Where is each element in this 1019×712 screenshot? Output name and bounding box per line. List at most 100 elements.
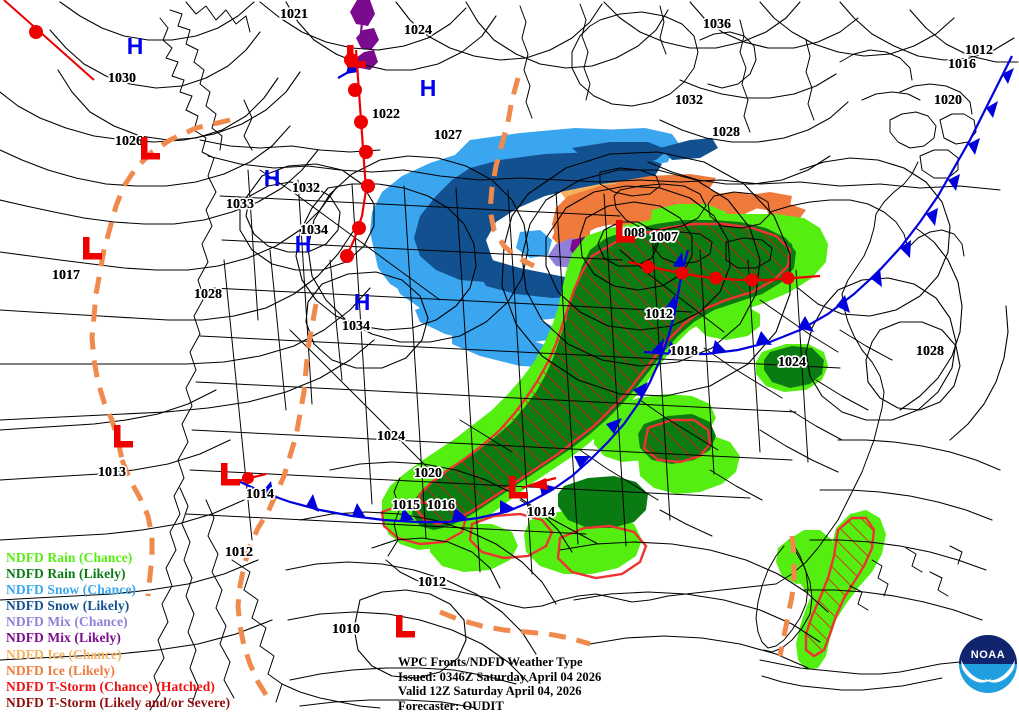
legend-item-4: NDFD Mix (Chance) xyxy=(6,614,128,630)
legend-item-9: NDFD T-Storm (Likely and/or Severe) xyxy=(6,694,231,710)
noaa-logo: NOAA xyxy=(959,635,1017,693)
isobar-label-11: 1034 xyxy=(300,223,328,238)
isobar-label-8: 1026 xyxy=(115,134,143,149)
low-center-5 xyxy=(396,615,415,638)
legend-item-2: NDFD Snow (Chance) xyxy=(6,582,137,598)
tstorm-hatched-area xyxy=(416,224,874,656)
isobar-label-12: 1034 xyxy=(342,319,370,334)
isobar-label-6: 1022 xyxy=(372,107,400,122)
legend-item-0: NDFD Rain (Chance) xyxy=(6,550,133,565)
warm-front-lines xyxy=(3,0,821,490)
low-center-6 xyxy=(616,220,635,243)
isobar-label-22: 1015 xyxy=(392,498,420,513)
isobar-label-32: 1016 xyxy=(948,57,976,72)
isobar-label-halo-17: 1012 xyxy=(225,545,253,560)
isobar-label-halo-1: 1024 xyxy=(404,23,432,38)
low-center-7 xyxy=(509,476,528,499)
isobar-label-30: 1028 xyxy=(916,344,944,359)
isobar-label-halo-21: 1020 xyxy=(414,466,442,481)
isobar-label-24: 1014 xyxy=(527,505,555,520)
isobar-label-halo-14: 1028 xyxy=(194,287,222,302)
isobar-label-halo-18: 1010 xyxy=(332,622,360,637)
isobar-label-halo-16: 1014 xyxy=(246,487,274,502)
isobar-label-5: 1030 xyxy=(108,71,136,86)
legend: NDFD Rain (Chance) NDFD Rain (Likely) NDFD… xyxy=(6,550,276,711)
isobar-label-9: 1032 xyxy=(292,181,320,196)
isobar-label-halo-9: 1032 xyxy=(292,181,320,196)
noaa-logo-text: NOAA xyxy=(971,649,1005,661)
high-center-1: H xyxy=(420,75,437,101)
isobar-label-halo-29: 1024 xyxy=(778,355,806,370)
isobar-label-28: 1018 xyxy=(670,344,698,359)
legend-item-3: NDFD Snow (Likely) xyxy=(6,598,130,614)
high-center-2: H xyxy=(264,165,281,191)
isobar-label-halo-20: 1024 xyxy=(377,429,405,444)
isobar-label-16: 1014 xyxy=(246,487,274,502)
isobar-label-halo-26: 1007 xyxy=(650,230,678,245)
isobar-label-halo-3: 1032 xyxy=(675,93,703,108)
product-title-block: WPC Fronts/NDFD Weather Type Issued: 034… xyxy=(398,655,601,712)
legend-item-1: NDFD Rain (Likely) xyxy=(6,566,126,582)
high-center-4: H xyxy=(354,289,371,315)
isobar-label-halo-11: 1034 xyxy=(300,223,328,238)
isobar-label-halo-22: 1015 xyxy=(392,498,420,513)
isobar-label-23: 1016 xyxy=(427,498,455,513)
isobar-label-halo-13: 1017 xyxy=(52,268,80,283)
isobar-label-halo-27: 1012 xyxy=(645,307,673,322)
low-center-3 xyxy=(114,425,133,448)
isobar-label-21: 1020 xyxy=(414,466,442,481)
isobar-label-14: 1028 xyxy=(194,287,222,302)
trough-lines xyxy=(89,77,797,700)
isobar-label-halo-30: 1028 xyxy=(916,344,944,359)
legend-item-6: NDFD Ice (Chance) xyxy=(6,646,122,662)
isobar-label-halo-6: 1022 xyxy=(372,107,400,122)
isobar-label-2: 1036 xyxy=(703,17,731,32)
high-center-0: H xyxy=(127,33,144,59)
isobar-label-halo-32: 1016 xyxy=(948,57,976,72)
isobar-label-halo-2: 1036 xyxy=(703,17,731,32)
noaa-seagull-icon-2 xyxy=(984,660,1015,683)
isobar-label-halo-23: 1016 xyxy=(427,498,455,513)
isobar-label-4: 1028 xyxy=(712,125,740,140)
noaa-logo-top-half xyxy=(959,635,1017,664)
isobar-label-halo-33: 1020 xyxy=(934,93,962,108)
isobar-label-26: 1007 xyxy=(650,230,678,245)
isobar-label-halo-4: 1028 xyxy=(712,125,740,140)
isobar-label-20: 1024 xyxy=(377,429,405,444)
isobar-label-halo-5: 1030 xyxy=(108,71,136,86)
isobar-label-33: 1020 xyxy=(934,93,962,108)
isobar-label-27: 1012 xyxy=(645,307,673,322)
isobar-label-halo-0: 1021 xyxy=(280,7,308,22)
isobar-label-halo-15: 1013 xyxy=(98,465,126,480)
legend-item-7: NDFD Ice (Likely) xyxy=(6,662,115,678)
isobar-label-7: 1027 xyxy=(434,128,462,143)
isobar-label-halo-10: 1033 xyxy=(226,197,254,212)
low-center-2 xyxy=(83,237,102,260)
isobar-label-18: 1010 xyxy=(332,622,360,637)
isobar-label-halo-28: 1018 xyxy=(670,344,698,359)
legend-item-5: NDFD Mix (Likely) xyxy=(6,630,121,646)
isobar-label-halo-19: 1012 xyxy=(418,575,446,590)
isobar-label-19: 1012 xyxy=(418,575,446,590)
low-center-0 xyxy=(141,137,160,160)
isobar-label-13: 1017 xyxy=(52,268,80,283)
isobar-label-0: 1021 xyxy=(280,7,308,22)
isobar-label-halo-31: 1012 xyxy=(965,43,993,58)
noaa-seagull-icon xyxy=(961,660,992,683)
forecaster-name: Forecaster: OUDIT xyxy=(398,698,504,712)
isobar-label-10: 1033 xyxy=(226,197,254,212)
high-center-3: H xyxy=(295,231,312,257)
valid-time: Valid 12Z Saturday April 04, 2026 xyxy=(398,684,582,699)
low-center-4 xyxy=(221,463,240,486)
isobar-label-3: 1032 xyxy=(675,93,703,108)
cold-front-lines xyxy=(235,55,1014,524)
issued-time: Issued: 0346Z Saturday April 04 2026 xyxy=(398,669,602,684)
isobar-label-15: 1013 xyxy=(98,465,126,480)
isobar-label-29: 1024 xyxy=(778,355,806,370)
legend-item-8: NDFD T-Storm (Chance) (Hatched) xyxy=(6,678,215,694)
isobar-label-1: 1024 xyxy=(404,23,432,38)
isobar-label-31: 1012 xyxy=(965,43,993,58)
